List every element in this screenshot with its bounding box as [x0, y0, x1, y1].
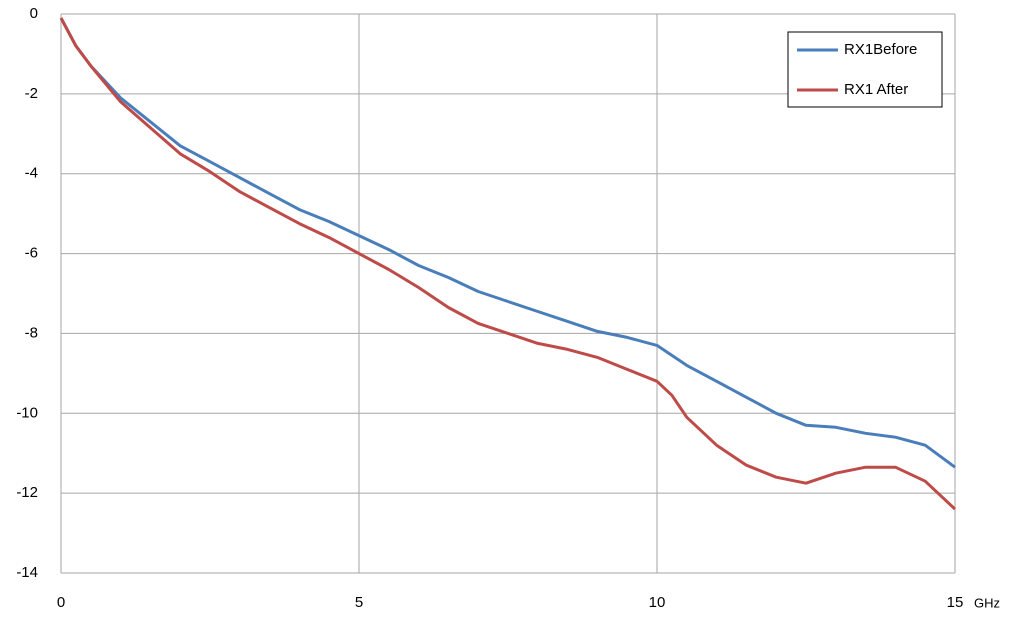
y-tick-label: -4 — [25, 165, 38, 182]
y-tick-label: -14 — [16, 564, 38, 581]
x-axis-label: GHz — [974, 595, 1000, 610]
x-tick-label: 5 — [355, 594, 363, 611]
x-tick-label: 0 — [57, 594, 65, 611]
y-tick-label: -12 — [16, 484, 38, 501]
y-tick-label: -6 — [25, 245, 38, 262]
legend-label: RX1 After — [844, 81, 908, 98]
legend-label: RX1Before — [844, 41, 917, 58]
legend: RX1Before RX1 After — [787, 31, 943, 108]
y-tick-label: 0 — [30, 5, 38, 22]
x-tick-label: 15 — [947, 594, 964, 611]
y-tick-label: -2 — [25, 85, 38, 102]
y-tick-label: -8 — [25, 324, 38, 341]
series-line — [59, 17, 956, 469]
legend-box — [787, 31, 943, 108]
series-line — [59, 17, 957, 511]
x-tick-label: 10 — [649, 594, 666, 611]
y-tick-label: -10 — [16, 404, 38, 421]
